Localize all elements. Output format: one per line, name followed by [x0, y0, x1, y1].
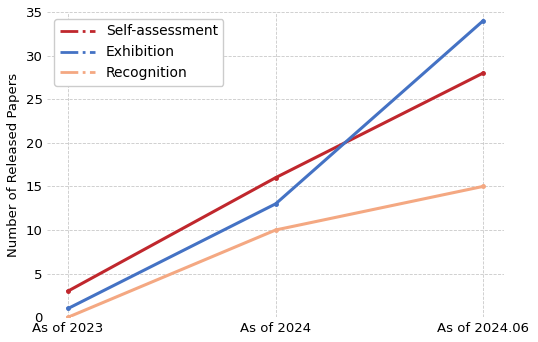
Line: Exhibition: Exhibition	[65, 17, 487, 312]
Recognition	[65, 315, 72, 319]
Y-axis label: Number of Released Papers: Number of Released Papers	[7, 73, 20, 256]
Self-assessment	[272, 175, 279, 180]
Exhibition	[65, 306, 72, 311]
Legend: Self-assessment, Exhibition, Recognition: Self-assessment, Exhibition, Recognition	[54, 19, 223, 86]
Line: Recognition: Recognition	[65, 183, 487, 321]
Recognition	[480, 184, 486, 188]
Recognition	[272, 228, 279, 232]
Self-assessment	[480, 71, 486, 75]
Exhibition	[272, 202, 279, 206]
Line: Self-assessment: Self-assessment	[65, 69, 487, 294]
Self-assessment	[65, 289, 72, 293]
Exhibition	[480, 18, 486, 23]
